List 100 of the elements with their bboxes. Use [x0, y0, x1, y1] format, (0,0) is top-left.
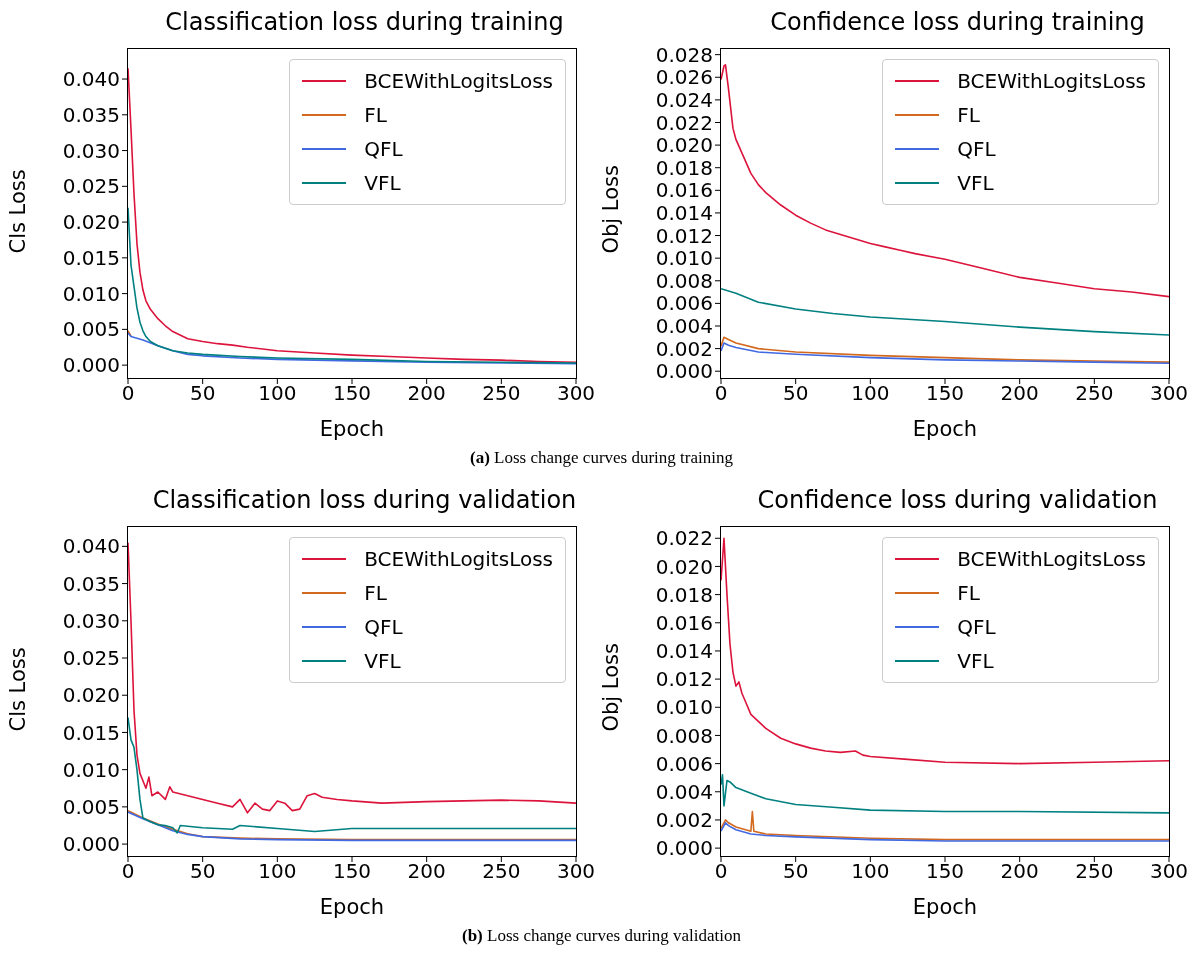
y-tick-label: 0.025	[62, 646, 120, 671]
line-series	[128, 67, 576, 364]
x-tick-label: 100	[851, 381, 890, 406]
y-tick-label: 0.010	[655, 695, 713, 720]
y-tick-label: 0.020	[62, 683, 120, 708]
y-tick-label: 0.000	[62, 353, 120, 378]
x-axis-title: Epoch	[319, 417, 385, 441]
line-series	[721, 774, 1169, 814]
y-tick-label: 0.002	[655, 336, 713, 361]
x-tick-label: 50	[189, 381, 216, 406]
x-tick-label: 150	[925, 859, 965, 884]
chart-title: Classification loss during validation	[151, 486, 578, 516]
x-tick-label: 150	[925, 381, 965, 406]
x-tick-label: 100	[851, 859, 890, 884]
x-tick-label: 100	[258, 381, 297, 406]
legend-label: BCEWithLogitsLoss	[364, 546, 553, 573]
y-tick-label: 0.014	[655, 639, 713, 664]
y-tick-label: 0.026	[655, 65, 713, 90]
legend-label: FL	[364, 580, 387, 607]
y-tick-label: 0.022	[655, 110, 713, 135]
line-series	[721, 821, 1169, 842]
x-tick-label: 250	[482, 859, 521, 884]
y-tick-label: 0.018	[655, 155, 713, 180]
y-tick-label: 0.008	[655, 723, 713, 748]
legend-label: BCEWithLogitsLoss	[364, 68, 553, 95]
y-tick-label: 0.015	[62, 720, 120, 745]
y-axis-title: Cls Loss	[6, 647, 31, 732]
y-tick-label: 0.030	[62, 608, 120, 633]
y-tick-label: 0.012	[655, 223, 713, 248]
line-series	[128, 206, 576, 364]
y-tick-label: 0.000	[655, 836, 713, 861]
y-tick-label: 0.016	[655, 610, 713, 635]
legend-label: QFL	[957, 614, 996, 641]
chart-title: Classification loss during training	[164, 8, 565, 38]
y-tick-label: 0.024	[655, 87, 713, 112]
legend-label: VFL	[364, 170, 401, 197]
line-series	[721, 64, 1169, 298]
x-tick-label: 50	[189, 859, 216, 884]
x-tick-label: 0	[714, 859, 728, 884]
y-axis-title: Obj Loss	[599, 643, 624, 732]
y-tick-label: 0.010	[62, 757, 120, 782]
line-series	[721, 810, 1169, 841]
line-series	[128, 541, 576, 814]
x-tick-label: 200	[1000, 859, 1039, 884]
y-axis-title: Obj Loss	[599, 165, 624, 254]
x-tick-label: 0	[121, 859, 135, 884]
y-tick-label: 0.005	[62, 317, 120, 342]
legend-label: FL	[364, 102, 387, 129]
y-tick-label: 0.012	[655, 667, 713, 692]
legend-label: VFL	[957, 170, 994, 197]
line-series	[721, 342, 1169, 365]
y-tick-label: 0.014	[655, 201, 713, 226]
legend-label: QFL	[364, 136, 403, 163]
y-tick-label: 0.000	[655, 359, 713, 384]
text: (b) Loss change curves during validation	[461, 926, 742, 946]
y-tick-label: 0.020	[655, 133, 713, 158]
y-tick-label: 0.008	[655, 268, 713, 293]
y-tick-label: 0.004	[655, 779, 713, 804]
legend-label: VFL	[957, 648, 994, 675]
x-axis-title: Epoch	[319, 895, 385, 919]
legend-label: BCEWithLogitsLoss	[957, 546, 1146, 573]
y-tick-label: 0.010	[62, 281, 120, 306]
x-tick-label: 0	[121, 381, 135, 406]
y-tick-label: 0.006	[655, 291, 713, 316]
y-tick-label: 0.030	[62, 138, 120, 163]
y-tick-label: 0.040	[62, 67, 120, 92]
y-tick-label: 0.022	[655, 526, 713, 551]
y-tick-label: 0.020	[655, 554, 713, 579]
x-axis-title: Epoch	[912, 417, 978, 441]
x-tick-label: 200	[1000, 381, 1039, 406]
x-tick-label: 300	[1149, 859, 1189, 884]
y-tick-label: 0.005	[62, 794, 120, 819]
legend-label: BCEWithLogitsLoss	[957, 68, 1146, 95]
x-tick-label: 50	[782, 859, 809, 884]
line-series	[721, 537, 1169, 765]
x-tick-label: 300	[556, 381, 596, 406]
y-tick-label: 0.006	[655, 751, 713, 776]
x-tick-label: 100	[258, 859, 297, 884]
line-series	[128, 716, 576, 834]
x-tick-label: 0	[714, 381, 728, 406]
x-tick-label: 300	[556, 859, 596, 884]
y-tick-label: 0.028	[655, 42, 713, 67]
x-axis-title: Epoch	[912, 895, 978, 919]
legend-label: FL	[957, 580, 980, 607]
y-tick-label: 0.015	[62, 245, 120, 270]
y-tick-label: 0.040	[62, 534, 120, 559]
text: (a) Loss change curves during training	[469, 448, 734, 468]
y-tick-label: 0.004	[655, 314, 713, 339]
x-tick-label: 300	[1149, 381, 1189, 406]
line-series	[721, 287, 1169, 336]
x-tick-label: 200	[407, 381, 446, 406]
y-tick-label: 0.035	[62, 102, 120, 127]
chart-title: Confidence loss during validation	[756, 486, 1159, 516]
y-tick-label: 0.035	[62, 571, 120, 596]
y-tick-label: 0.000	[62, 832, 120, 857]
legend-label: QFL	[957, 136, 996, 163]
y-tick-label: 0.016	[655, 178, 713, 203]
x-tick-label: 200	[407, 859, 446, 884]
y-tick-label: 0.020	[62, 210, 120, 235]
x-tick-label: 50	[782, 381, 809, 406]
